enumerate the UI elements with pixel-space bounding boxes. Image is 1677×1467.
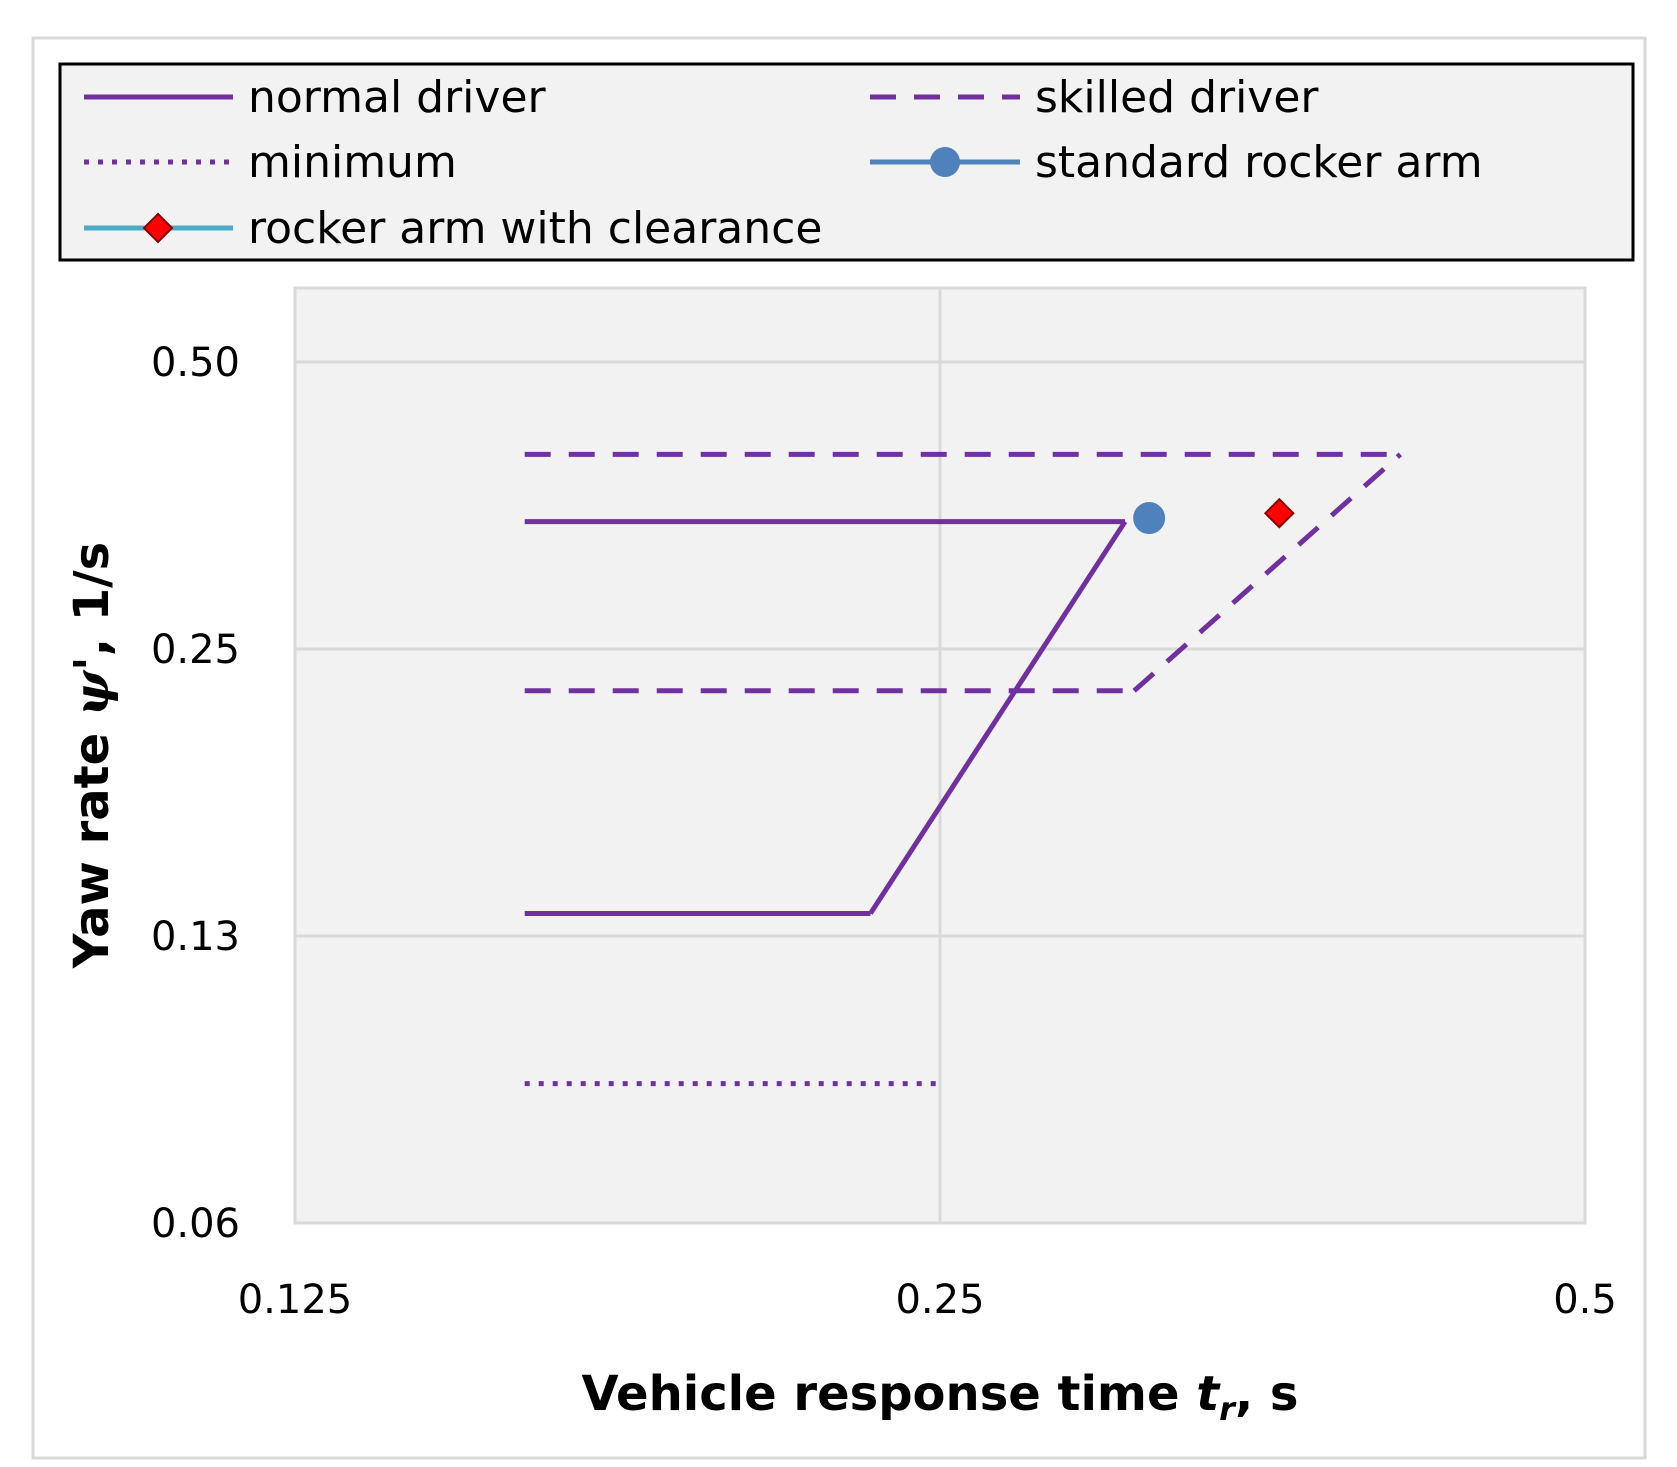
series-standard-rocker-arm-point bbox=[1133, 502, 1166, 535]
y-axis-title-main: Yaw rate bbox=[64, 716, 120, 969]
x-axis-title-main: Vehicle response time bbox=[582, 1366, 1197, 1422]
x-axis-title-sub: r bbox=[1219, 1390, 1237, 1428]
x-axis-title-var: t bbox=[1196, 1366, 1221, 1422]
legend-item-skilled-driver: skilled driver bbox=[870, 72, 1319, 123]
legend-item-standard-rocker-arm: standard rocker arm bbox=[870, 137, 1483, 188]
legend-box bbox=[58, 62, 1635, 262]
x-tick-label: 0.125 bbox=[238, 1277, 353, 1323]
y-axis-title: Yaw rate ψ', 1/s bbox=[64, 542, 120, 969]
x-tick-label: 0.5 bbox=[1553, 1277, 1617, 1323]
legend-label-standard-rocker-arm: standard rocker arm bbox=[1035, 137, 1483, 188]
series-normal-driver-segment bbox=[868, 520, 1128, 915]
legend-label-rocker-arm-with-clearance: rocker arm with clearance bbox=[248, 203, 822, 254]
tick-labels: 0.06 0.13 0.25 0.50 0.125 0.25 0.5 bbox=[151, 340, 1617, 1323]
y-axis-title-var: ψ' bbox=[64, 656, 120, 716]
legend-marker-diamond-icon bbox=[142, 212, 174, 244]
y-tick-label: 0.50 bbox=[151, 340, 240, 386]
series-layer bbox=[524, 451, 1402, 1087]
legend-marker-circle-icon bbox=[930, 147, 960, 177]
y-tick-label: 0.06 bbox=[151, 1201, 240, 1247]
legend-item-minimum: minimum bbox=[84, 137, 457, 188]
y-tick-label: 0.13 bbox=[151, 914, 240, 960]
legend-item-rocker-arm-with-clearance: rocker arm with clearance bbox=[84, 203, 822, 254]
legend-item-normal-driver: normal driver bbox=[84, 72, 547, 123]
legend-label-minimum: minimum bbox=[248, 137, 457, 188]
x-axis-title-unit: , s bbox=[1235, 1366, 1299, 1422]
series-skilled-driver-segment bbox=[1132, 452, 1402, 693]
legend-label-normal-driver: normal driver bbox=[248, 72, 547, 123]
legend-label-skilled-driver: skilled driver bbox=[1035, 72, 1319, 123]
y-tick-label: 0.25 bbox=[151, 627, 240, 673]
y-axis-title-unit: , 1/s bbox=[64, 542, 120, 656]
gridlines bbox=[295, 288, 1585, 1223]
series-rocker-arm-with-clearance-point bbox=[1263, 497, 1295, 529]
x-tick-label: 0.25 bbox=[895, 1277, 984, 1323]
x-axis-title: Vehicle response time tr, s bbox=[582, 1366, 1299, 1428]
legend: normal driver skilled driver minimum sta… bbox=[58, 62, 1635, 262]
